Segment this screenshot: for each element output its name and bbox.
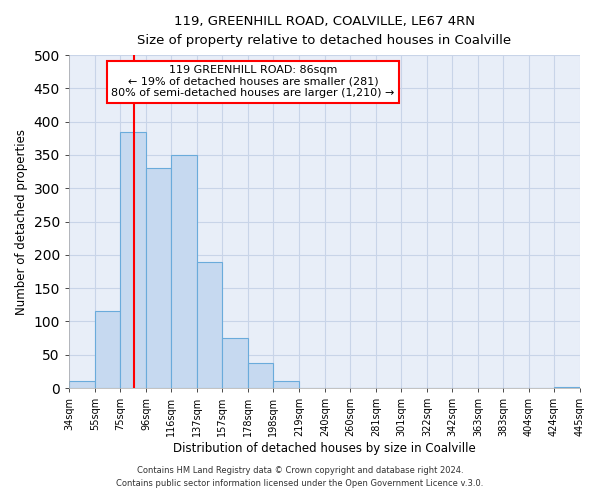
Bar (248, 362, 273, 388)
X-axis label: Distribution of detached houses by size in Coalville: Distribution of detached houses by size … (173, 442, 476, 455)
Bar (95, 312, 120, 388)
Bar (171, 155, 197, 388)
Title: 119, GREENHILL ROAD, COALVILLE, LE67 4RN
Size of property relative to detached h: 119, GREENHILL ROAD, COALVILLE, LE67 4RN… (137, 15, 512, 47)
Bar (554, 386, 580, 388)
Bar (273, 382, 299, 388)
Bar (146, 168, 171, 388)
Text: 119 GREENHILL ROAD: 86sqm
← 19% of detached houses are smaller (281)
80% of semi: 119 GREENHILL ROAD: 86sqm ← 19% of detac… (111, 65, 395, 98)
Bar (222, 338, 248, 388)
Bar (120, 132, 146, 388)
Y-axis label: Number of detached properties: Number of detached properties (15, 128, 28, 314)
Text: Contains HM Land Registry data © Crown copyright and database right 2024.
Contai: Contains HM Land Registry data © Crown c… (116, 466, 484, 487)
Bar (69, 382, 95, 388)
Bar (197, 262, 222, 388)
